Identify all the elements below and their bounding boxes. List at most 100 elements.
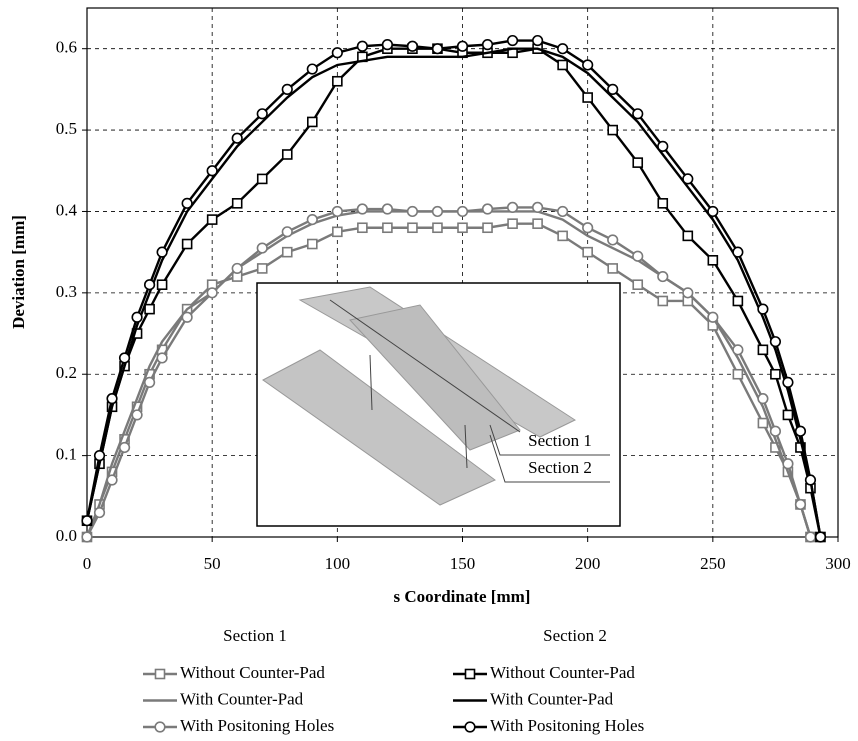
legend-label: With Positoning Holes	[180, 716, 334, 735]
marker	[207, 288, 217, 298]
legend-label: With Positoning Holes	[490, 716, 644, 735]
marker	[333, 227, 342, 236]
y-tick-label: 0.1	[56, 445, 77, 464]
marker	[758, 304, 768, 314]
y-tick-label: 0.6	[56, 38, 77, 57]
marker	[132, 312, 142, 322]
marker	[633, 251, 643, 261]
marker	[458, 223, 467, 232]
marker	[433, 44, 443, 54]
marker	[408, 41, 418, 51]
marker	[658, 199, 667, 208]
marker	[182, 312, 192, 322]
marker	[107, 475, 117, 485]
marker	[633, 158, 642, 167]
marker	[383, 223, 392, 232]
marker	[758, 419, 767, 428]
marker	[308, 215, 318, 225]
marker	[408, 223, 417, 232]
marker	[658, 272, 668, 282]
marker	[483, 40, 493, 50]
marker	[533, 36, 543, 46]
marker	[771, 337, 781, 347]
x-tick-label: 50	[204, 554, 221, 573]
x-tick-label: 0	[83, 554, 92, 573]
marker	[95, 508, 105, 518]
marker	[708, 312, 718, 322]
marker	[816, 532, 826, 542]
marker	[658, 142, 668, 152]
marker	[683, 231, 692, 240]
marker	[683, 174, 693, 184]
marker	[796, 500, 806, 510]
marker	[433, 223, 442, 232]
y-tick-label: 0.4	[56, 200, 78, 219]
marker	[132, 410, 142, 420]
marker	[608, 126, 617, 135]
marker	[771, 370, 780, 379]
marker	[558, 207, 568, 217]
y-tick-label: 0.3	[56, 282, 77, 301]
x-tick-label: 150	[450, 554, 476, 573]
marker	[483, 204, 493, 214]
marker	[583, 60, 593, 70]
y-tick-label: 0.2	[56, 363, 77, 382]
marker	[508, 219, 517, 228]
marker	[95, 451, 105, 461]
marker	[733, 296, 742, 305]
marker	[308, 64, 318, 74]
marker	[157, 247, 167, 257]
marker	[82, 516, 92, 526]
marker	[257, 109, 267, 119]
marker	[283, 150, 292, 159]
legend-marker	[155, 722, 165, 732]
marker	[633, 109, 643, 119]
x-tick-label: 300	[825, 554, 851, 573]
legend-title: Section 1	[223, 626, 287, 645]
marker	[257, 243, 267, 253]
marker	[157, 353, 167, 363]
marker	[308, 117, 317, 126]
y-tick-label: 0.0	[56, 526, 77, 545]
x-tick-label: 250	[700, 554, 726, 573]
marker	[232, 133, 242, 143]
marker	[120, 353, 130, 363]
chart: s Coordinate [mm] Deviation [mm] 0501001…	[0, 0, 858, 741]
marker	[458, 207, 468, 217]
marker	[806, 475, 816, 485]
marker	[182, 199, 192, 209]
marker	[383, 204, 393, 214]
marker	[783, 378, 793, 388]
marker	[408, 207, 418, 217]
marker	[258, 264, 267, 273]
marker	[308, 240, 317, 249]
marker	[433, 207, 443, 217]
marker	[145, 305, 154, 314]
marker	[683, 288, 693, 298]
y-axis-label: Deviation [mm]	[9, 215, 28, 329]
marker	[608, 85, 618, 95]
marker	[608, 235, 618, 245]
marker	[558, 231, 567, 240]
marker	[633, 280, 642, 289]
legend-label: With Counter-Pad	[490, 689, 614, 708]
marker	[358, 223, 367, 232]
marker	[583, 223, 593, 233]
marker	[208, 215, 217, 224]
marker	[282, 227, 292, 237]
marker	[383, 40, 393, 50]
marker	[233, 199, 242, 208]
marker	[783, 459, 793, 469]
marker	[583, 93, 592, 102]
x-tick-label: 200	[575, 554, 601, 573]
marker	[483, 223, 492, 232]
marker	[533, 219, 542, 228]
marker	[82, 532, 92, 542]
legend-label: Without Counter-Pad	[490, 663, 635, 682]
marker	[783, 410, 792, 419]
marker	[733, 247, 743, 257]
legend-label: With Counter-Pad	[180, 689, 304, 708]
marker	[333, 77, 342, 86]
legend-marker	[465, 722, 475, 732]
marker	[558, 44, 568, 54]
